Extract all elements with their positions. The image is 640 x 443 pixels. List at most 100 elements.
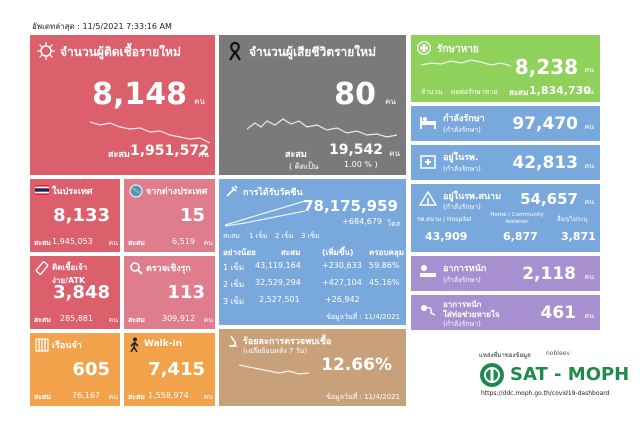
domestic-value: 8,133	[53, 205, 110, 226]
ventilator-title2: ใส่ท่อช่วยหายใจ	[443, 310, 500, 319]
walkin-cum-label: สะสม	[128, 393, 145, 401]
walkin-value: 7,415	[148, 359, 205, 380]
vaccine-row-dose: 1 เข็ม	[223, 263, 245, 272]
vaccine-row-cov: 59.86%	[369, 261, 400, 270]
virus-icon	[37, 42, 55, 60]
recovered-card: รักษาหาย 8,238 คน จำนวน ผลต่อรักษาหาย สะ…	[411, 35, 600, 102]
severe-title: อาการหนัก	[443, 264, 487, 274]
ventilator-icon	[421, 305, 436, 316]
death-rate-label: ( คิดเป็น	[289, 162, 319, 171]
microscope-icon	[229, 335, 237, 347]
atk-cum-label: สะสม	[34, 316, 51, 324]
field-hospital-col3: อื่นๆ/ไม่ระบุ	[557, 216, 588, 223]
positive-rate-value: 12.66%	[321, 355, 392, 375]
hospital-icon	[420, 155, 436, 169]
bed-icon	[420, 117, 436, 129]
vaccine-title: การได้รับวัคซีน	[243, 188, 303, 198]
atk-title: ติดเชื้อเจ้าง่าย/ATK	[52, 263, 88, 285]
recovered-value: 8,238	[514, 55, 578, 79]
last-updated: อัพเดทล่าสุด : 11/5/2021 7:33:16 AM	[32, 22, 172, 31]
recovered-legend-count: จำนวน	[421, 88, 443, 96]
new-cases-card: จำนวนผู้ติดเชื้อรายใหม่ 8,148 คน สะสม 1,…	[30, 35, 215, 175]
recovered-cum-unit: คน	[584, 88, 594, 96]
walkin-card: Walk-in 7,415 สะสม 1,558,974 คน	[124, 333, 215, 406]
abroad-value: 15	[179, 205, 205, 226]
jail-value: 605	[72, 359, 110, 380]
hospital-card: อยู่ในรพ. (กำลังรักษา) 42,813 คน	[411, 145, 600, 180]
recovered-cum-value: 1,834,730	[529, 84, 591, 97]
brand-name: SAT - MOPH	[510, 364, 630, 385]
severe-sub: (กำลังรักษา)	[443, 276, 481, 284]
in-treatment-title: กำลังรักษา	[443, 114, 485, 124]
thai-flag-icon	[35, 185, 49, 195]
walkin-cum-unit: คน	[203, 393, 213, 401]
test-kit-icon	[35, 261, 49, 275]
jail-cum-value: 76,167	[72, 391, 100, 400]
in-treatment-sub: (กำลังรักษา)	[443, 126, 481, 134]
vaccine-row-dose: 3 เข็ม	[223, 297, 245, 306]
vaccine-legend-dose1: 1 เข็ม	[249, 232, 268, 240]
proactive-cum-value: 309,912	[162, 314, 196, 323]
ribbon-icon	[229, 41, 241, 61]
jail-cum-unit: คน	[108, 393, 118, 401]
vaccine-row-cov: 45.16%	[369, 278, 400, 287]
hospital-value: 42,813	[512, 153, 578, 173]
vaccine-header-cum: สะสม	[281, 248, 301, 257]
new-deaths-card: จำนวนผู้เสียชีวิตรายใหม่ 80 คน สะสม 19,5…	[219, 35, 406, 175]
vaccine-row-cum: 32,529,294	[255, 278, 301, 287]
source-url[interactable]: https://ddc.moph.go.th/covid19-dashboard	[481, 390, 610, 397]
ventilator-value: 461	[540, 303, 577, 323]
in-treatment-value: 97,470	[512, 114, 578, 134]
abroad-card: จากต่างประเทศ 15 สะสม 6,519 คน	[124, 179, 215, 252]
ventilator-sub: (กำลังรักษา)	[443, 320, 481, 328]
new-cases-cum-value: 1,951,572	[130, 143, 209, 159]
field-hospital-unit: คน	[584, 198, 594, 206]
vaccine-legend-dose2: 2 เข็ม	[275, 232, 294, 240]
recovered-title: รักษาหาย	[437, 44, 479, 55]
vaccine-trend-line	[225, 200, 305, 227]
vaccine-delta: +684,679	[342, 217, 382, 226]
domestic-title: ในประเทศ	[52, 187, 93, 197]
new-deaths-cum-value: 19,542	[329, 142, 384, 158]
new-deaths-trend-line	[247, 118, 397, 138]
positive-rate-card: ร้อยละการตรวจพบเชื้อ (เฉลี่ยย้อนหลัง 7 ว…	[219, 329, 406, 406]
domestic-cum-value: 1,945,053	[52, 237, 93, 246]
new-deaths-cum-label: สะสม	[285, 150, 307, 160]
vaccine-card: การได้รับวัคซีน 78,175,959 +684,679 โดส …	[219, 179, 406, 325]
vaccine-row-inc: +427,104	[322, 278, 362, 287]
proactive-value: 113	[167, 282, 205, 303]
field-hospital-v1: 43,909	[425, 230, 468, 243]
vaccine-legend-cum: สะสม	[223, 232, 240, 240]
proactive-cum-unit: คน	[203, 316, 213, 324]
recovered-legend-diff: ผลต่อรักษาหาย	[451, 88, 498, 96]
field-hospital-v2: 6,877	[503, 230, 538, 243]
vaccine-row-cum: 43,119,164	[255, 261, 301, 270]
recovered-cum-label: สะสม	[509, 88, 529, 97]
field-hospital-value: 54,657	[520, 190, 578, 208]
source-label: แหล่งที่มาของข้อมูล	[479, 352, 531, 359]
field-hospital-v3: 3,871	[561, 230, 596, 243]
vaccine-dose-unit: โดส	[387, 220, 400, 228]
abroad-title: จากต่างประเทศ	[146, 187, 208, 197]
ventilator-unit: คน	[584, 312, 594, 320]
hospital-title: อยู่ในรพ.	[443, 153, 479, 163]
domestic-cum-unit: คน	[108, 239, 118, 247]
field-hospital-col1: รพ.สนาม / Hospitel	[417, 216, 472, 223]
vaccine-row-inc: +230,633	[322, 261, 362, 270]
death-rate-value: 1.00 % )	[344, 160, 378, 169]
abroad-cum-unit: คน	[203, 239, 213, 247]
new-cases-unit: คน	[194, 97, 205, 106]
proactive-card: ตรวจเชิงรุก 113 สะสม 309,912 คน	[124, 256, 215, 329]
severe-value: 2,118	[522, 264, 576, 284]
severe-card: อาการหนัก (กำลังรักษา) 2,118 คน	[411, 256, 600, 291]
vaccine-footnote: ข้อมูลวันที่ : 11/4/2021	[326, 313, 400, 321]
globe-icon	[129, 184, 143, 198]
vaccine-header-min: อย่างน้อย	[223, 248, 256, 257]
moph-logo-icon	[480, 363, 504, 387]
new-deaths-unit: คน	[385, 97, 396, 106]
syringe-icon	[226, 185, 238, 197]
field-hospital-title: อยู่ในรพ.สนาม	[443, 192, 502, 202]
new-cases-cum-label: สะสม	[108, 150, 130, 160]
new-deaths-title: จำนวนผู้เสียชีวิตรายใหม่	[249, 45, 376, 59]
new-cases-title: จำนวนผู้ติดเชื้อรายใหม่	[60, 45, 181, 59]
